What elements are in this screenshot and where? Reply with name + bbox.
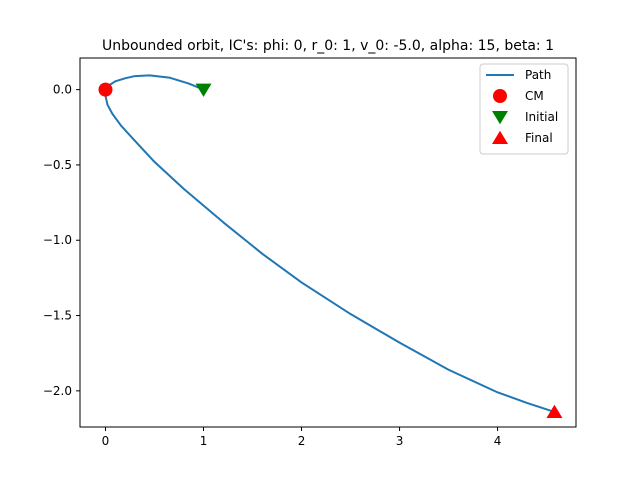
axes-frame [79, 57, 577, 428]
x-tick-label: 1 [200, 434, 208, 448]
series-line-path [104, 74, 556, 413]
legend: Path CM Initial Final [479, 63, 569, 155]
legend-label-cm: CM [525, 89, 544, 103]
x-tick-label: 3 [396, 434, 404, 448]
legend-label-final: Final [525, 131, 553, 145]
legend-label-path: Path [525, 68, 551, 82]
y-tick-label: −1.0 [43, 233, 72, 247]
chart-title: Unbounded orbit, IC's: phi: 0, r_0: 1, v… [102, 38, 554, 54]
y-tick-label: −0.5 [43, 158, 72, 172]
x-tick-label: 2 [298, 434, 306, 448]
x-tick-label: 0 [102, 434, 110, 448]
legend-label-initial: Initial [525, 110, 558, 124]
x-tick-label: 4 [494, 434, 502, 448]
y-tick-label: −2.0 [43, 384, 72, 398]
marker-cm [98, 82, 113, 97]
plot-area: 0 1 2 3 4 0.0 −0.5 −1.0 −1.5 −2.0 [43, 57, 577, 448]
legend-swatch-initial [492, 111, 508, 125]
y-tick-label: −1.5 [43, 309, 72, 323]
y-tick-label: 0.0 [53, 83, 72, 97]
legend-box [479, 63, 569, 155]
marker-final [546, 404, 563, 418]
legend-swatch-cm [493, 89, 507, 103]
marker-initial [195, 83, 212, 97]
legend-swatch-final [492, 130, 508, 144]
